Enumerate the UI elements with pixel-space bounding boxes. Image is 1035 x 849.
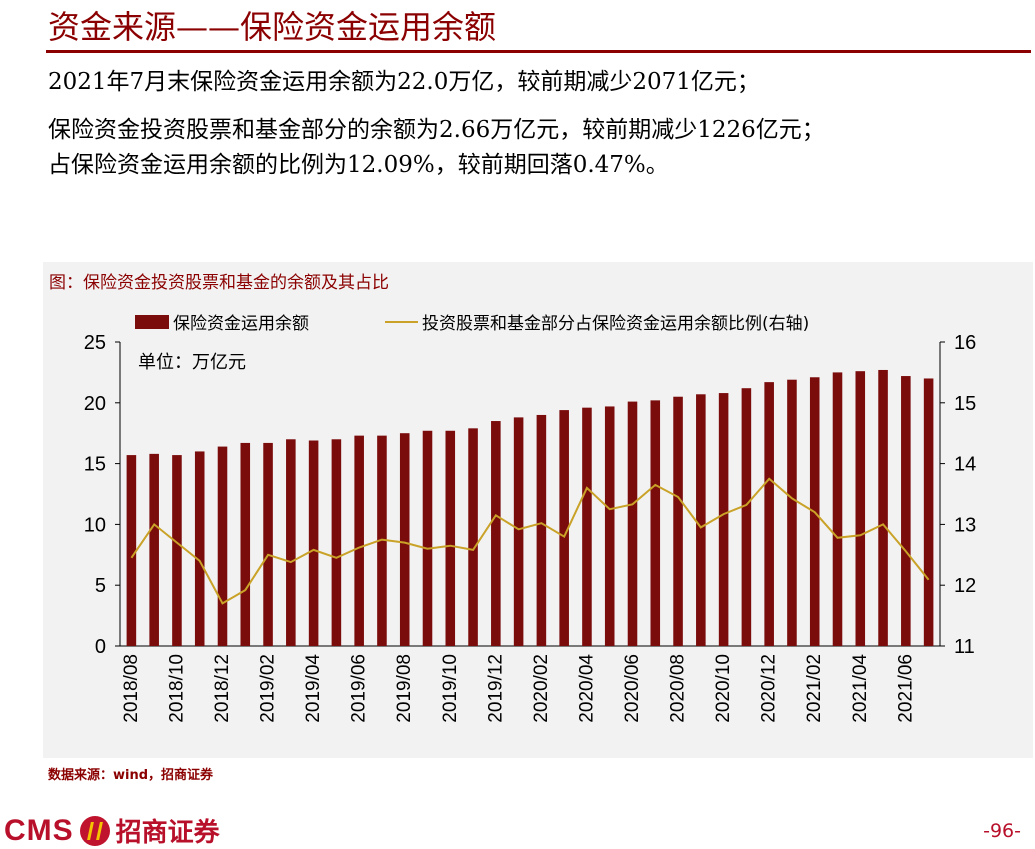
bar: [582, 407, 592, 646]
logo-cms-text: CMS: [4, 813, 74, 847]
x-axis-tick-label: 2019/02: [258, 654, 279, 723]
bar: [308, 440, 319, 646]
summary-line-1: 2021年7月末保险资金运用余额为22.0万亿，较前期减少2071亿元；: [48, 69, 760, 95]
x-axis-tick-label: 2020/06: [622, 654, 643, 723]
bar: [627, 401, 638, 646]
right-axis-tick-label: 14: [954, 454, 976, 476]
summary-line-2: 保险资金投资股票和基金部分的余额为2.66万亿元，较前期减少1226亿元；: [48, 117, 825, 143]
bar: [901, 376, 911, 646]
bar: [650, 400, 661, 646]
summary-line-3: 占保险资金运用余额的比例为12.09%，较前期回落0.47%。: [48, 152, 669, 178]
x-axis-tick-label: 2020/08: [668, 654, 689, 723]
bar: [445, 430, 456, 646]
bar: [832, 372, 843, 646]
page-title: 资金来源——保险资金运用余额: [48, 8, 497, 46]
x-axis-tick-label: 2020/02: [531, 654, 552, 723]
left-axis-tick-label: 5: [95, 575, 106, 597]
x-axis-tick-label: 2019/04: [303, 654, 324, 723]
x-axis-tick-label: 2021/02: [804, 654, 825, 723]
logo-mark-icon: [79, 815, 110, 846]
bar: [263, 442, 273, 646]
left-axis-tick-label: 25: [84, 332, 106, 354]
bar: [855, 371, 866, 646]
bar: [399, 433, 410, 646]
unit-label: 单位：万亿元: [138, 352, 246, 373]
chart-caption: 图：保险资金投资股票和基金的余额及其占比: [49, 273, 389, 293]
logo-chinese-text: 招商证券: [115, 818, 220, 848]
right-axis-tick-label: 16: [954, 332, 976, 354]
x-axis-tick-label: 2021/04: [850, 654, 871, 723]
left-axis-tick-label: 20: [84, 393, 106, 415]
bar: [217, 446, 228, 646]
bar: [149, 453, 159, 646]
left-axis-tick-label: 10: [84, 514, 106, 536]
x-axis-tick-label: 2019/12: [485, 654, 506, 723]
bar: [604, 406, 615, 646]
right-axis-tick-label: 13: [954, 514, 976, 536]
bar: [923, 378, 934, 646]
bar: [696, 394, 706, 646]
bar: [286, 439, 296, 646]
bar: [126, 455, 137, 646]
bar: [559, 410, 569, 646]
x-axis-tick-label: 2020/10: [713, 654, 734, 723]
bar: [513, 417, 524, 646]
x-axis-tick-label: 2021/06: [895, 654, 916, 723]
bar: [673, 396, 683, 646]
legend-line-label: 投资股票和基金部分占保险资金运用余额比例(右轴): [422, 314, 809, 334]
bar: [422, 430, 433, 646]
x-axis-tick-label: 2020/04: [576, 654, 597, 723]
bar: [194, 451, 205, 646]
x-axis-tick-label: 2019/08: [394, 654, 415, 723]
company-logo: CMS 招商证券: [4, 812, 220, 849]
bar: [240, 442, 251, 646]
page-number: -96-: [983, 820, 1021, 842]
bar: [172, 455, 182, 646]
x-axis-tick-label: 2019/10: [440, 654, 461, 723]
x-axis-tick-label: 2018/12: [212, 654, 233, 723]
ratio-line: [130, 477, 930, 605]
x-axis-tick-label: 2019/06: [349, 654, 370, 723]
bar: [878, 369, 888, 646]
x-axis-tick-label: 2018/08: [121, 654, 142, 723]
legend-bar-label: 保险资金运用余额: [173, 314, 309, 334]
left-axis-tick-label: 0: [95, 636, 106, 658]
bar: [377, 435, 387, 646]
right-axis-tick-label: 15: [954, 393, 976, 415]
bar: [491, 421, 501, 646]
bar: [354, 435, 364, 646]
right-axis-tick-label: 12: [954, 575, 976, 597]
left-axis-tick-label: 15: [84, 454, 106, 476]
bar: [741, 388, 752, 646]
data-source: 数据来源：wind，招商证券: [48, 768, 214, 783]
legend-bar-swatch: [135, 315, 169, 329]
title-divider: [46, 50, 1031, 53]
bar: [764, 382, 774, 646]
bar: [718, 393, 729, 646]
right-axis-tick-label: 11: [954, 636, 975, 658]
x-axis-tick-label: 2020/12: [759, 654, 780, 723]
bar: [787, 379, 797, 646]
bar: [468, 428, 478, 646]
bar: [331, 439, 342, 646]
x-axis-tick-label: 2018/10: [166, 654, 187, 723]
bar: [536, 414, 547, 646]
